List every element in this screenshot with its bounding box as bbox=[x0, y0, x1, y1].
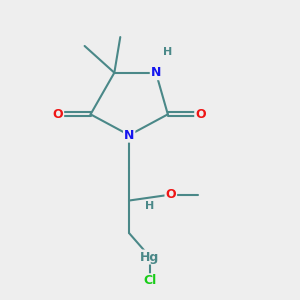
Text: Cl: Cl bbox=[143, 274, 157, 287]
Text: O: O bbox=[195, 108, 206, 121]
Text: N: N bbox=[124, 129, 134, 142]
Text: H: H bbox=[146, 202, 154, 212]
Text: O: O bbox=[52, 108, 63, 121]
Text: O: O bbox=[166, 188, 176, 201]
Text: Hg: Hg bbox=[140, 250, 160, 263]
Text: H: H bbox=[163, 47, 172, 57]
Text: N: N bbox=[151, 66, 161, 79]
